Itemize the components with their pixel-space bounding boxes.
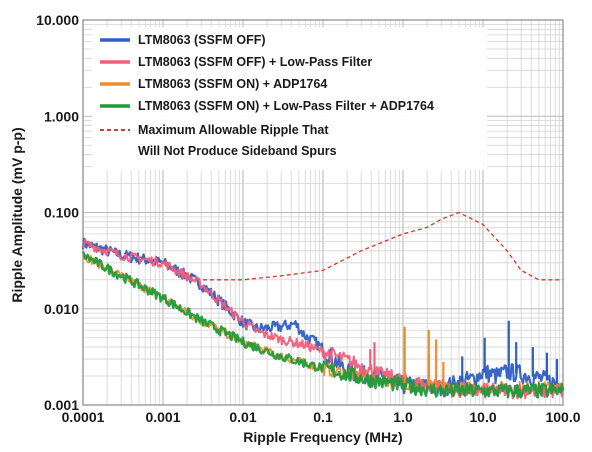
x-tick-label: 10.0 xyxy=(469,409,496,425)
plot-frame xyxy=(82,19,564,406)
x-tick-label: 0.1 xyxy=(313,409,333,425)
x-tick-label: 100.0 xyxy=(545,409,580,425)
y-tick-label: 0.010 xyxy=(44,301,79,317)
y-tick-label: 10.000 xyxy=(36,12,79,28)
legend-label: LTM8063 (SSFM OFF) xyxy=(138,33,266,47)
x-tick-label: 0.0001 xyxy=(62,409,105,425)
legend-label: Maximum Allowable Ripple That xyxy=(138,123,329,137)
legend-label: LTM8063 (SSFM ON) + Low-Pass Filter + AD… xyxy=(138,99,434,113)
y-tick-label: 1.000 xyxy=(44,108,79,124)
y-tick-label: 0.100 xyxy=(44,205,79,221)
legend-label: Will Not Produce Sideband Spurs xyxy=(138,144,337,158)
legend-label: LTM8063 (SSFM OFF) + Low-Pass Filter xyxy=(138,55,372,69)
x-tick-label: 1.0 xyxy=(393,409,413,425)
plot-border xyxy=(82,19,564,406)
legend-background xyxy=(92,27,487,170)
tick-labels: 0.0001 0.001 0.01 0.1 1.0 10.0 100.00.0010.010… xyxy=(36,12,581,425)
y-tick-label: 0.001 xyxy=(44,397,79,413)
series-line-4 xyxy=(82,211,563,281)
legend: LTM8063 (SSFM OFF) LTM8063 (SSFM OFF) + L… xyxy=(92,27,487,170)
legend-label: LTM8063 (SSFM ON) + ADP1764 xyxy=(138,77,327,91)
x-tick-label: 0.01 xyxy=(229,409,256,425)
series-layer xyxy=(81,211,565,400)
x-tick-label: 0.001 xyxy=(145,409,180,425)
y-axis-title: Ripple Amplitude (mV p-p) xyxy=(9,127,25,302)
series-line-3 xyxy=(81,251,565,399)
x-axis-title: Ripple Frequency (MHz) xyxy=(243,429,402,445)
